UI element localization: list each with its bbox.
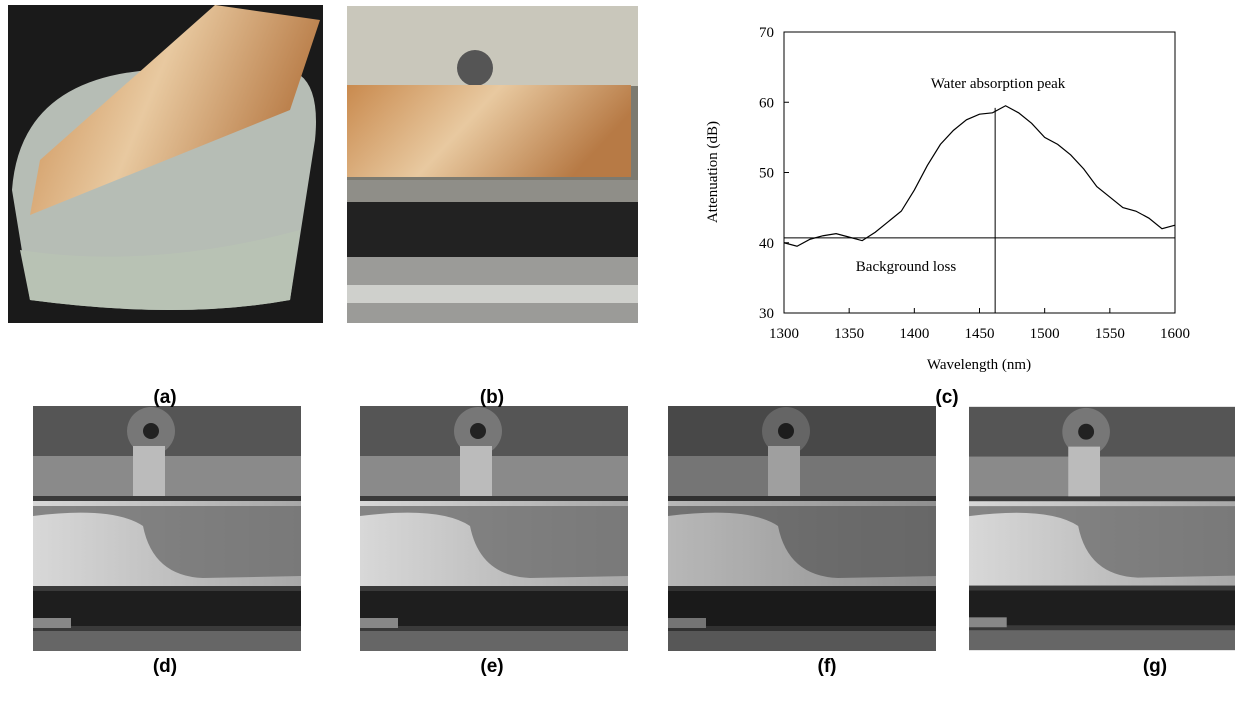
x-tick-label: 1300 xyxy=(769,326,799,342)
panel-label: (c) xyxy=(935,387,958,408)
photo-d xyxy=(33,406,301,651)
photo-f xyxy=(668,406,936,651)
photo-b xyxy=(347,6,638,323)
x-tick-label: 1600 xyxy=(1160,326,1190,342)
photo-g xyxy=(969,406,1235,651)
x-tick-label: 1500 xyxy=(1030,326,1060,342)
y-tick-label: 50 xyxy=(759,166,774,182)
y-tick-label: 60 xyxy=(759,95,774,111)
photo-a xyxy=(8,5,323,323)
y-tick-label: 70 xyxy=(759,25,774,41)
panel-label: (e) xyxy=(480,656,503,677)
chart: Wavelength (nm) Attenuation (dB) 1300 135… xyxy=(705,25,1190,373)
panel-label: (b) xyxy=(480,387,504,408)
panel-label: (d) xyxy=(153,656,177,677)
photo-e xyxy=(360,406,628,651)
panel-label: (f) xyxy=(818,656,837,677)
y-tick-label: 30 xyxy=(759,306,774,322)
panel-label: (a) xyxy=(153,387,176,408)
data-line xyxy=(783,105,1176,247)
x-tick-label: 1400 xyxy=(899,326,929,342)
x-tick-label: 1550 xyxy=(1095,326,1125,342)
x-tick-label: 1350 xyxy=(834,326,864,342)
plot-frame xyxy=(783,31,1176,314)
y-axis-label: Attenuation (dB) xyxy=(705,121,721,223)
y-tick-label: 40 xyxy=(759,236,774,252)
annotation: Background loss xyxy=(856,259,957,275)
annotation: Water absorption peak xyxy=(931,76,1066,92)
panel-label: (g) xyxy=(1143,656,1167,677)
x-tick-label: 1450 xyxy=(965,326,995,342)
x-axis-label: Wavelength (nm) xyxy=(927,357,1031,373)
